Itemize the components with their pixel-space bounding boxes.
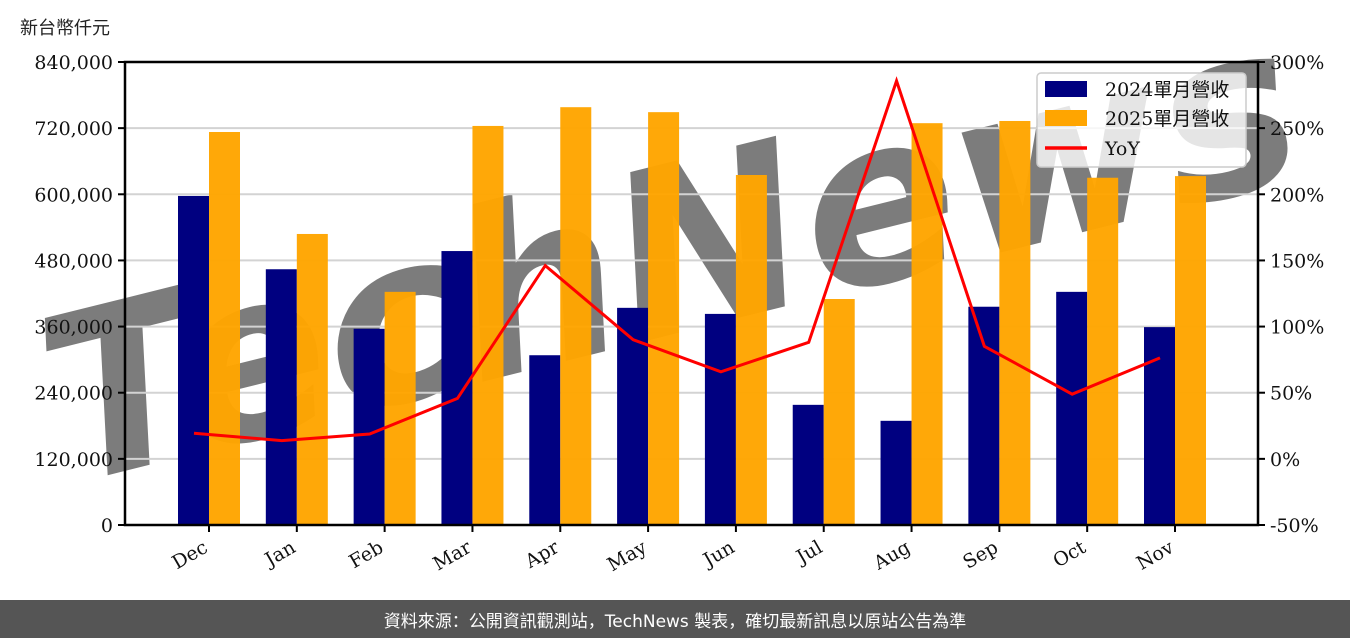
legend-entry: YoY [1104,138,1140,160]
legend-entry: 2025單月營收 [1105,108,1229,130]
x-tick-label: Feb [345,536,387,573]
x-tick-label: Apr [521,536,564,573]
y-axis-unit-label: 新台幣仟元 [20,18,110,39]
bar-2025-feb [384,291,416,525]
y2-tick-label: 0% [1270,449,1300,471]
bar-2024-sep [968,306,1000,525]
bar-2025-jul [823,299,855,525]
bar-2025-may [648,112,680,526]
bar-2024-feb [353,328,385,525]
bar-2024-dec [178,195,209,526]
y-tick-label: 0 [101,515,113,537]
bar-2024-jul [792,404,824,525]
bar-2025-jan [296,233,328,525]
x-tick-label: Dec [168,536,211,574]
x-tick-label: Sep [959,536,1002,573]
bar-2024-mar [441,251,473,525]
y2-tick-label: 200% [1270,184,1324,206]
y-tick-label: 480,000 [34,250,113,272]
y-tick-label: 120,000 [34,449,113,471]
yoy-line [193,76,1161,443]
bar-2024-aug [880,420,912,525]
x-tick-label: Jul [791,536,826,569]
y-tick-label: 360,000 [34,317,113,339]
legend: 2024單月營收 2025單月營收 YoY [1036,72,1247,168]
bar-2025-sep [999,120,1031,525]
x-tick-label: May [604,536,651,576]
x-tick-label: Aug [869,536,914,575]
x-tick-label: Mar [429,536,475,575]
bar-2025-mar [472,125,504,525]
y2-tick-label: 300% [1270,52,1324,74]
y2-tick-label: 250% [1270,118,1324,140]
source-footer: 資料來源：公開資訊觀測站，TechNews 製表，確切最新訊息以原站公告為準 [0,600,1350,638]
bar-2025-apr [560,107,592,525]
bar-2025-aug [911,123,943,526]
y2-tick-label: 100% [1270,317,1324,339]
bar-2025-oct [1087,177,1119,525]
y-tick-label: 240,000 [34,383,113,405]
y2-tick-label: 50% [1270,383,1312,405]
y2-tick-label: -50% [1270,515,1319,537]
bar-2024-jun [704,313,736,525]
legend-entry: 2024單月營收 [1105,79,1229,101]
bar-2025-dec [209,132,240,525]
bar-series [178,107,1206,526]
x-tick-label: Nov [1133,536,1178,575]
y-tick-label: 720,000 [34,118,113,140]
y2-tick-label: 150% [1270,250,1324,272]
y-tick-label: 600,000 [34,184,113,206]
y-tick-label: 840,000 [34,52,113,74]
x-tick-label: Oct [1049,536,1090,572]
bar-2024-nov [1144,327,1175,525]
yoy-polyline [193,76,1161,443]
bar-2024-apr [529,355,561,525]
bar-2025-jun [735,174,767,525]
bar-2025-nov [1175,176,1206,525]
bar-2024-oct [1056,291,1088,525]
revenue-chart: TechNews 0120,000240,000360,000480,00060… [17,0,1325,576]
bar-2024-jan [265,269,297,525]
x-tick-label: Jun [698,536,739,572]
x-tick-label: Jan [260,536,300,572]
